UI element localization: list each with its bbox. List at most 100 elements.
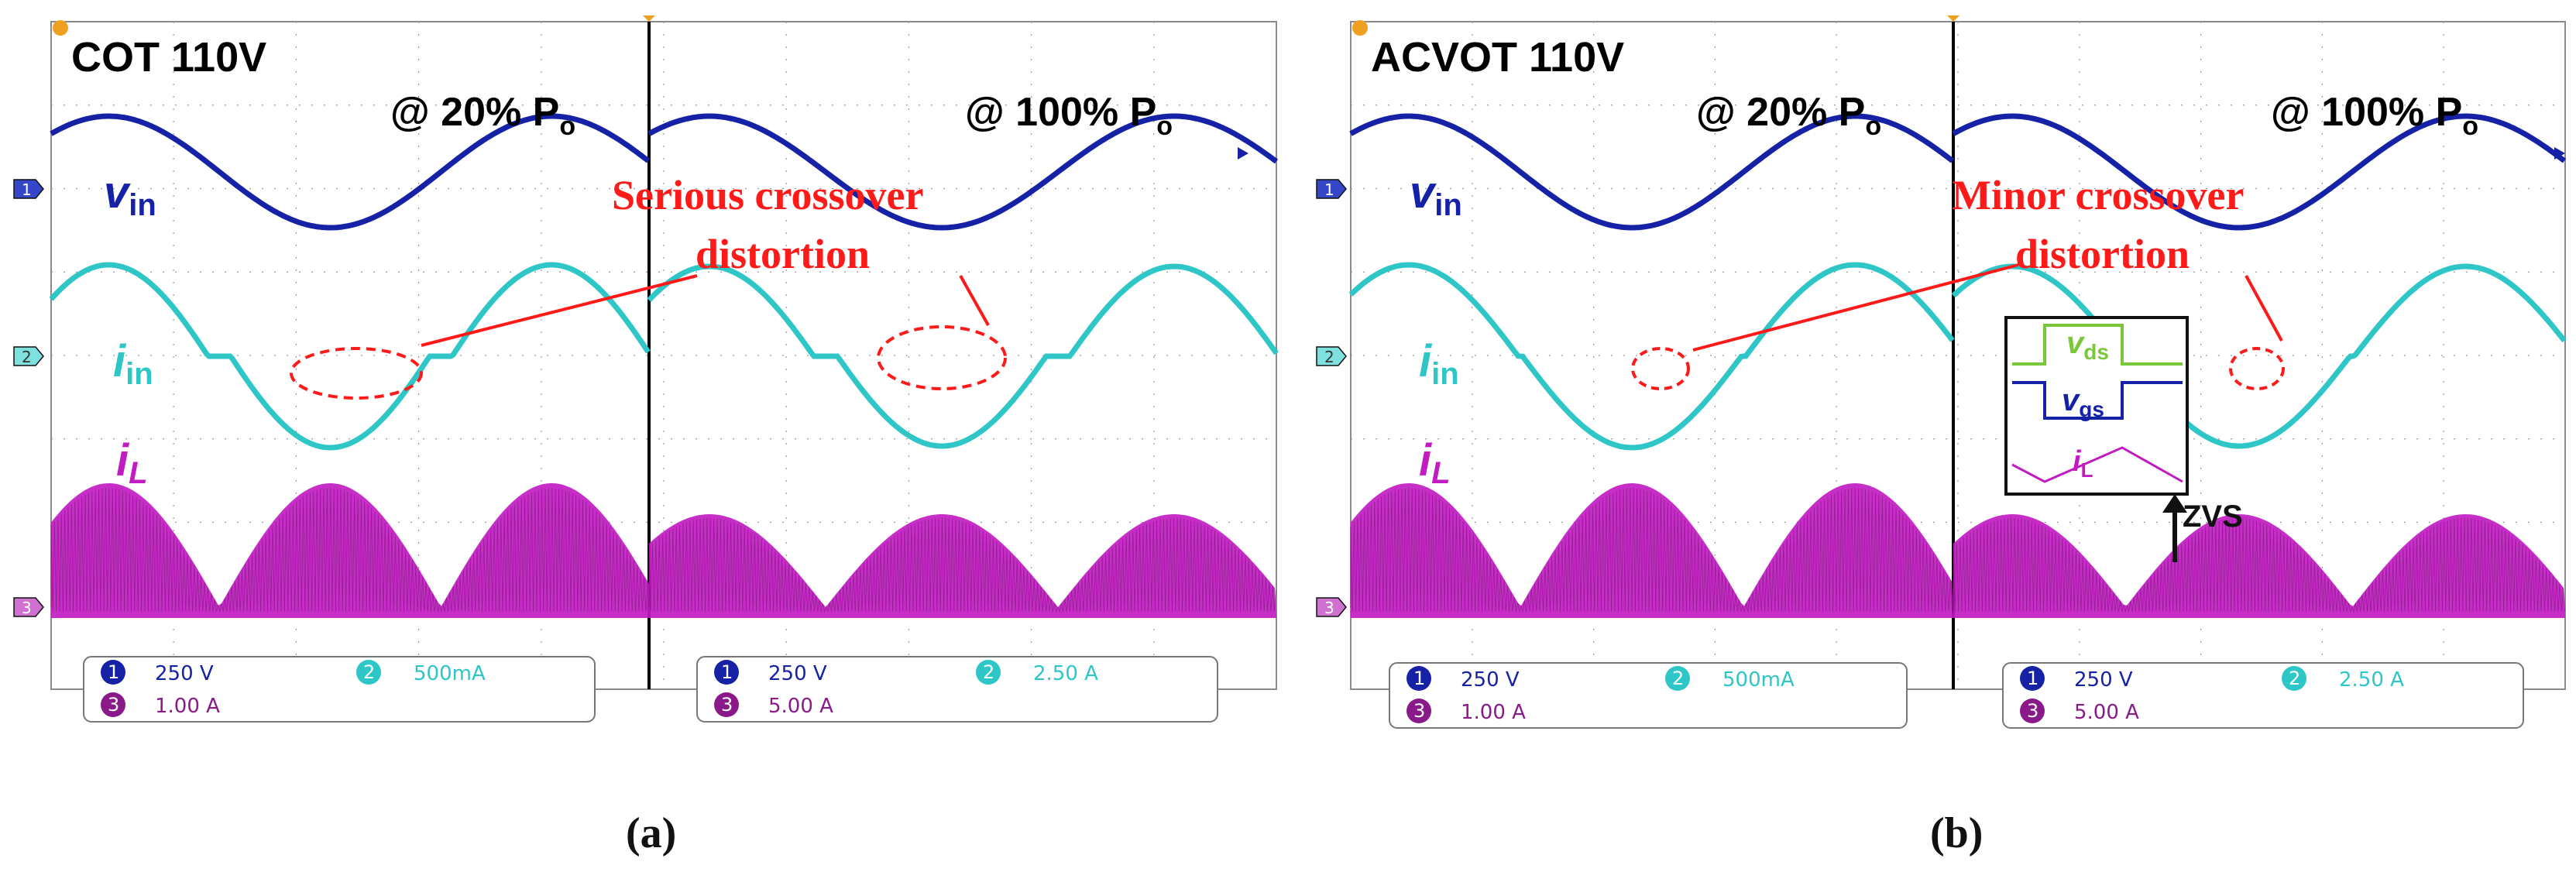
inset-vgs-trace (2012, 381, 2183, 420)
trace-label-vin-a: vin (104, 167, 156, 222)
svg-text:@ 100% Po: @ 100% Po (2271, 90, 2478, 141)
svg-text:250 V: 250 V (1461, 668, 1520, 692)
trigger-marker-b (1352, 20, 1368, 36)
time-marker-b (1947, 15, 1959, 22)
load-label-b-100: @ 100% Po (2271, 90, 2478, 141)
panel-b-il-envelope-20 (1351, 483, 1953, 618)
svg-text:2: 2 (363, 661, 375, 683)
panel-b-caption: (b) (1930, 809, 1983, 857)
panel-a-il-envelope-100 (649, 514, 1276, 618)
legend-box-b-left: 1 250 V 2 500mA 3 1.00 A (1389, 662, 1908, 729)
panel-b-vin-trace-100 (1952, 113, 2567, 231)
panel-a-vin-trace-100 (647, 113, 1279, 231)
panel-b-iin-trace-20 (1348, 262, 1955, 451)
inset-label-vgs: vgs (2062, 383, 2104, 421)
zvs-label: ZVS (2183, 500, 2243, 534)
distortion-ellipse-a2 (877, 325, 1007, 390)
svg-text:3: 3 (1413, 700, 1425, 722)
inset-frame (2004, 316, 2189, 496)
ch2-marker-b: 2 (1316, 346, 1347, 366)
svg-text:1.00 A: 1.00 A (155, 695, 220, 718)
trigger-level-marker-a (1238, 147, 1249, 160)
panel-a-vin-trace-20 (50, 113, 651, 231)
legend-box-a-right: 1 250 V 2 2.50 A 3 5.00 A (696, 656, 1218, 723)
svg-text:500mA: 500mA (414, 662, 486, 685)
panel-b-il-ripple-20 (1350, 488, 1953, 613)
svg-text:2: 2 (983, 661, 994, 683)
svg-text:2: 2 (2289, 668, 2300, 689)
panel-b-iin-trace-100 (1951, 263, 2567, 449)
panel-b-title: ACVOT 110V (1371, 34, 1624, 81)
svg-text:1: 1 (1413, 668, 1425, 689)
svg-text:250 V: 250 V (155, 662, 214, 685)
trace-label-vin-b: vin (1410, 167, 1462, 222)
svg-text:iin: iin (1419, 336, 1459, 391)
annotation-line-a2 (959, 275, 990, 326)
time-marker-a (643, 15, 655, 22)
svg-text:3: 3 (2027, 700, 2038, 722)
distortion-ellipse-b2 (2229, 347, 2285, 390)
trace-label-iin-b: iin (1419, 336, 1459, 391)
svg-text:1: 1 (1324, 180, 1334, 199)
svg-text:1: 1 (22, 180, 32, 199)
svg-text:iL: iL (1419, 435, 1451, 490)
panel-b (1348, 21, 2567, 690)
panel-b-il-ripple-100 (1953, 517, 2566, 613)
panel-b-vin-trace-20 (1349, 113, 1955, 231)
trigger-level-marker-b (2554, 147, 2565, 160)
panel-a-traces (49, 113, 1279, 618)
annotation-text-a1: Serious crossover (612, 172, 923, 218)
annotation-line-a1 (421, 274, 698, 347)
ch2-marker-a: 2 (13, 346, 44, 366)
load-label-a-20: @ 20% Po (390, 90, 575, 141)
svg-text:3: 3 (22, 599, 32, 617)
svg-text:@ 100% Po: @ 100% Po (965, 90, 1173, 141)
svg-text:2: 2 (1672, 668, 1684, 689)
ch1-marker-a: 1 (13, 179, 44, 199)
svg-text:2.50 A: 2.50 A (1033, 662, 1098, 685)
svg-text:@ 20% Po: @ 20% Po (390, 90, 575, 141)
distortion-ellipse-b1 (1631, 347, 1690, 390)
svg-text:vin: vin (1410, 167, 1462, 222)
svg-text:@ 20% Po: @ 20% Po (1696, 90, 1881, 141)
svg-text:250 V: 250 V (2074, 668, 2133, 692)
svg-text:2: 2 (1324, 348, 1334, 366)
legend-box-a-left: 1 250 V 2 500mA 3 1.00 A (83, 656, 596, 723)
svg-text:2: 2 (22, 348, 32, 366)
inset-label-vds: vds (2066, 326, 2109, 364)
trace-label-iin-a: iin (113, 336, 153, 391)
inset-vds-trace (2012, 324, 2183, 366)
svg-text:iL: iL (116, 435, 148, 490)
annotation-text-b1: Minor crossover (1952, 172, 2244, 218)
panel-b-il-envelope-100 (1953, 514, 2565, 618)
svg-text:1: 1 (2027, 668, 2038, 689)
trace-label-il-b: iL (1419, 435, 1451, 490)
annotation-text-a2: distortion (696, 231, 870, 277)
svg-text:1: 1 (721, 661, 733, 683)
svg-text:3: 3 (108, 694, 119, 716)
inset-il-trace (2011, 446, 2183, 483)
panel-b-traces (1348, 113, 2567, 618)
ch1-marker-b: 1 (1316, 179, 1347, 199)
panel-a-caption: (a) (626, 809, 676, 857)
inset-label-il: iL (2073, 445, 2093, 482)
distortion-ellipse-a1 (290, 347, 423, 400)
panel-a-il-ripple-100 (648, 517, 1276, 613)
ch3-marker-b: 3 (1316, 597, 1347, 617)
svg-text:3: 3 (1324, 599, 1334, 617)
panel-a (49, 21, 1279, 690)
svg-text:3: 3 (721, 694, 733, 716)
panel-a-title: COT 110V (71, 34, 266, 81)
svg-text:2.50 A: 2.50 A (2339, 668, 2404, 692)
panel-a-il-ripple-20 (50, 488, 648, 613)
annotation-b: Minor crossover distortion (1631, 172, 2285, 390)
svg-text:5.00 A: 5.00 A (768, 695, 833, 718)
load-label-a-100: @ 100% Po (965, 90, 1173, 141)
svg-text:5.00 A: 5.00 A (2074, 701, 2139, 724)
ch3-marker-a: 3 (13, 597, 44, 617)
annotation-line-b2 (2245, 275, 2283, 342)
panel-a-iin-trace-100 (647, 263, 1279, 449)
svg-text:500mA: 500mA (1722, 668, 1795, 692)
zvs-arrow-head (2162, 494, 2187, 513)
